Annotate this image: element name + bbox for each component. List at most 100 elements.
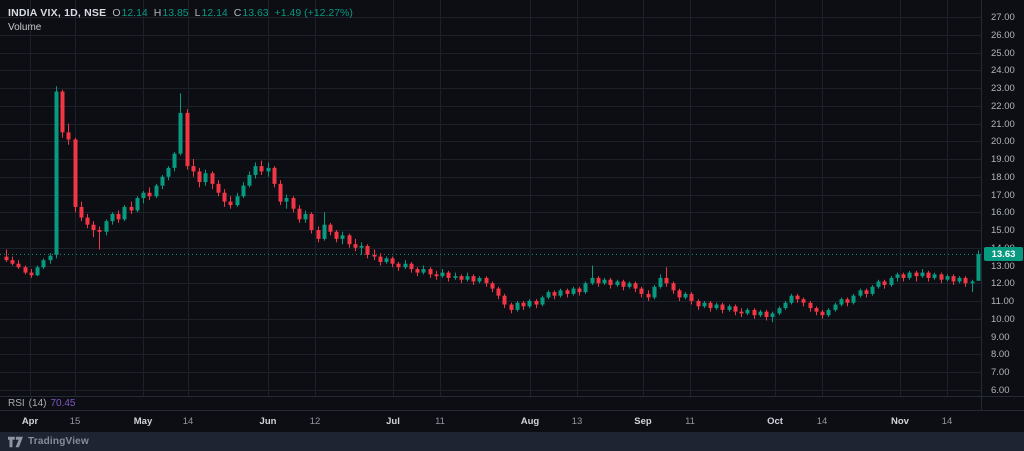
symbol-legend[interactable]: INDIA VIX, 1D, NSE O 12.14 H 13.85 L 12.14 … — [8, 7, 353, 19]
time-tick-label: 14 — [816, 416, 828, 427]
candle — [851, 293, 856, 305]
candle — [633, 281, 638, 293]
candle — [154, 183, 159, 199]
price-tick-label: 12.00 — [991, 278, 1015, 290]
candle — [272, 166, 277, 188]
candle — [627, 281, 632, 289]
candle — [963, 276, 968, 287]
price-tick-label: 25.00 — [991, 47, 1015, 59]
price-tick-label: 13.00 — [991, 260, 1015, 272]
candle — [303, 210, 308, 223]
candle — [552, 290, 557, 300]
candle — [702, 301, 707, 309]
time-tick-label: Jun — [259, 416, 277, 427]
candle — [789, 293, 794, 305]
candle — [23, 265, 28, 275]
bottom-bar: TradingView — [0, 432, 1024, 451]
price-tick-label: 7.00 — [991, 367, 1010, 378]
candle — [122, 205, 127, 222]
candle — [446, 270, 451, 282]
time-tick-label: 11 — [685, 416, 695, 427]
candle — [129, 201, 134, 215]
price-tick-label: 23.00 — [991, 83, 1015, 94]
candle — [951, 274, 956, 286]
candle — [390, 256, 395, 268]
candle — [340, 231, 345, 245]
candle — [527, 299, 532, 309]
candle — [820, 309, 825, 319]
candle — [384, 256, 389, 264]
time-tick-label: 15 — [69, 416, 81, 427]
candle — [66, 123, 71, 145]
candle — [278, 180, 283, 206]
price-tick-label: 15.00 — [991, 225, 1015, 236]
time-tick-label: Oct — [767, 416, 783, 427]
candle — [409, 261, 414, 273]
candle — [720, 302, 725, 314]
candle — [228, 196, 233, 209]
price-tick-label: 17.00 — [991, 189, 1015, 201]
candle — [677, 288, 682, 301]
time-tick-label: Jul — [386, 416, 400, 427]
candle — [378, 253, 383, 266]
candle — [415, 267, 420, 277]
candle — [621, 279, 626, 291]
time-tick-label: Aug — [520, 416, 540, 427]
time-tick-label: 14 — [182, 416, 194, 427]
candle — [658, 274, 663, 289]
candle — [110, 212, 115, 225]
candle — [577, 286, 582, 296]
rsi-value: 70.45 — [50, 398, 76, 409]
high-value: 13.85 — [162, 7, 189, 19]
candle — [35, 265, 40, 277]
time-tick-label: May — [133, 416, 153, 427]
candle — [216, 180, 221, 197]
candle — [453, 272, 458, 280]
candle — [515, 301, 520, 312]
tradingview-branding-link[interactable]: TradingView — [8, 436, 89, 448]
volume-indicator-label[interactable]: Volume — [8, 22, 42, 33]
candle — [253, 162, 258, 179]
price-axis[interactable]: 13.63 27.00 26.00 25.00 24.00 23.00 22.00 21.0… — [981, 0, 1024, 432]
pane-separator[interactable] — [0, 396, 1024, 397]
price-tick-label: 24.00 — [991, 65, 1015, 77]
candle — [814, 306, 819, 316]
candle — [79, 201, 84, 222]
candle — [334, 230, 339, 243]
last-price-badge[interactable]: 13.63 — [984, 247, 1023, 262]
candle — [116, 210, 121, 223]
candle — [147, 187, 152, 200]
candle — [708, 301, 713, 312]
time-tick-label: Nov — [891, 416, 909, 427]
candle — [10, 256, 15, 266]
tradingview-logo-icon — [8, 436, 23, 447]
candlestick-chart[interactable] — [0, 0, 981, 397]
price-tick-label: 8.00 — [991, 349, 1010, 361]
candle — [696, 299, 701, 310]
candle — [870, 285, 875, 296]
candle — [939, 272, 944, 284]
candle — [440, 269, 445, 278]
candle — [197, 167, 202, 188]
candle — [428, 267, 433, 278]
time-tick-label: 11 — [435, 416, 445, 427]
candle — [85, 214, 90, 229]
price-tick-label: 26.00 — [991, 29, 1015, 41]
rsi-indicator-legend[interactable]: RSI (14) 70.45 — [8, 398, 76, 409]
candle — [534, 299, 539, 309]
candle — [615, 279, 620, 287]
candle — [16, 260, 21, 270]
candle — [490, 281, 495, 293]
candle — [664, 267, 669, 287]
symbol-title[interactable]: INDIA VIX, 1D, NSE — [8, 7, 107, 19]
low-label: L — [194, 7, 201, 19]
time-axis[interactable]: Apr 15 May 14 Jun 12 Jul 11 Aug 13 Sep 11 Oct 14 Nov 14 — [0, 410, 1024, 432]
candle — [689, 292, 694, 305]
candle — [845, 297, 850, 307]
time-tick-label: 14 — [941, 416, 953, 427]
candle — [521, 301, 526, 310]
candle — [889, 276, 894, 287]
candle — [801, 297, 806, 307]
price-tick-label: 20.00 — [991, 136, 1015, 148]
